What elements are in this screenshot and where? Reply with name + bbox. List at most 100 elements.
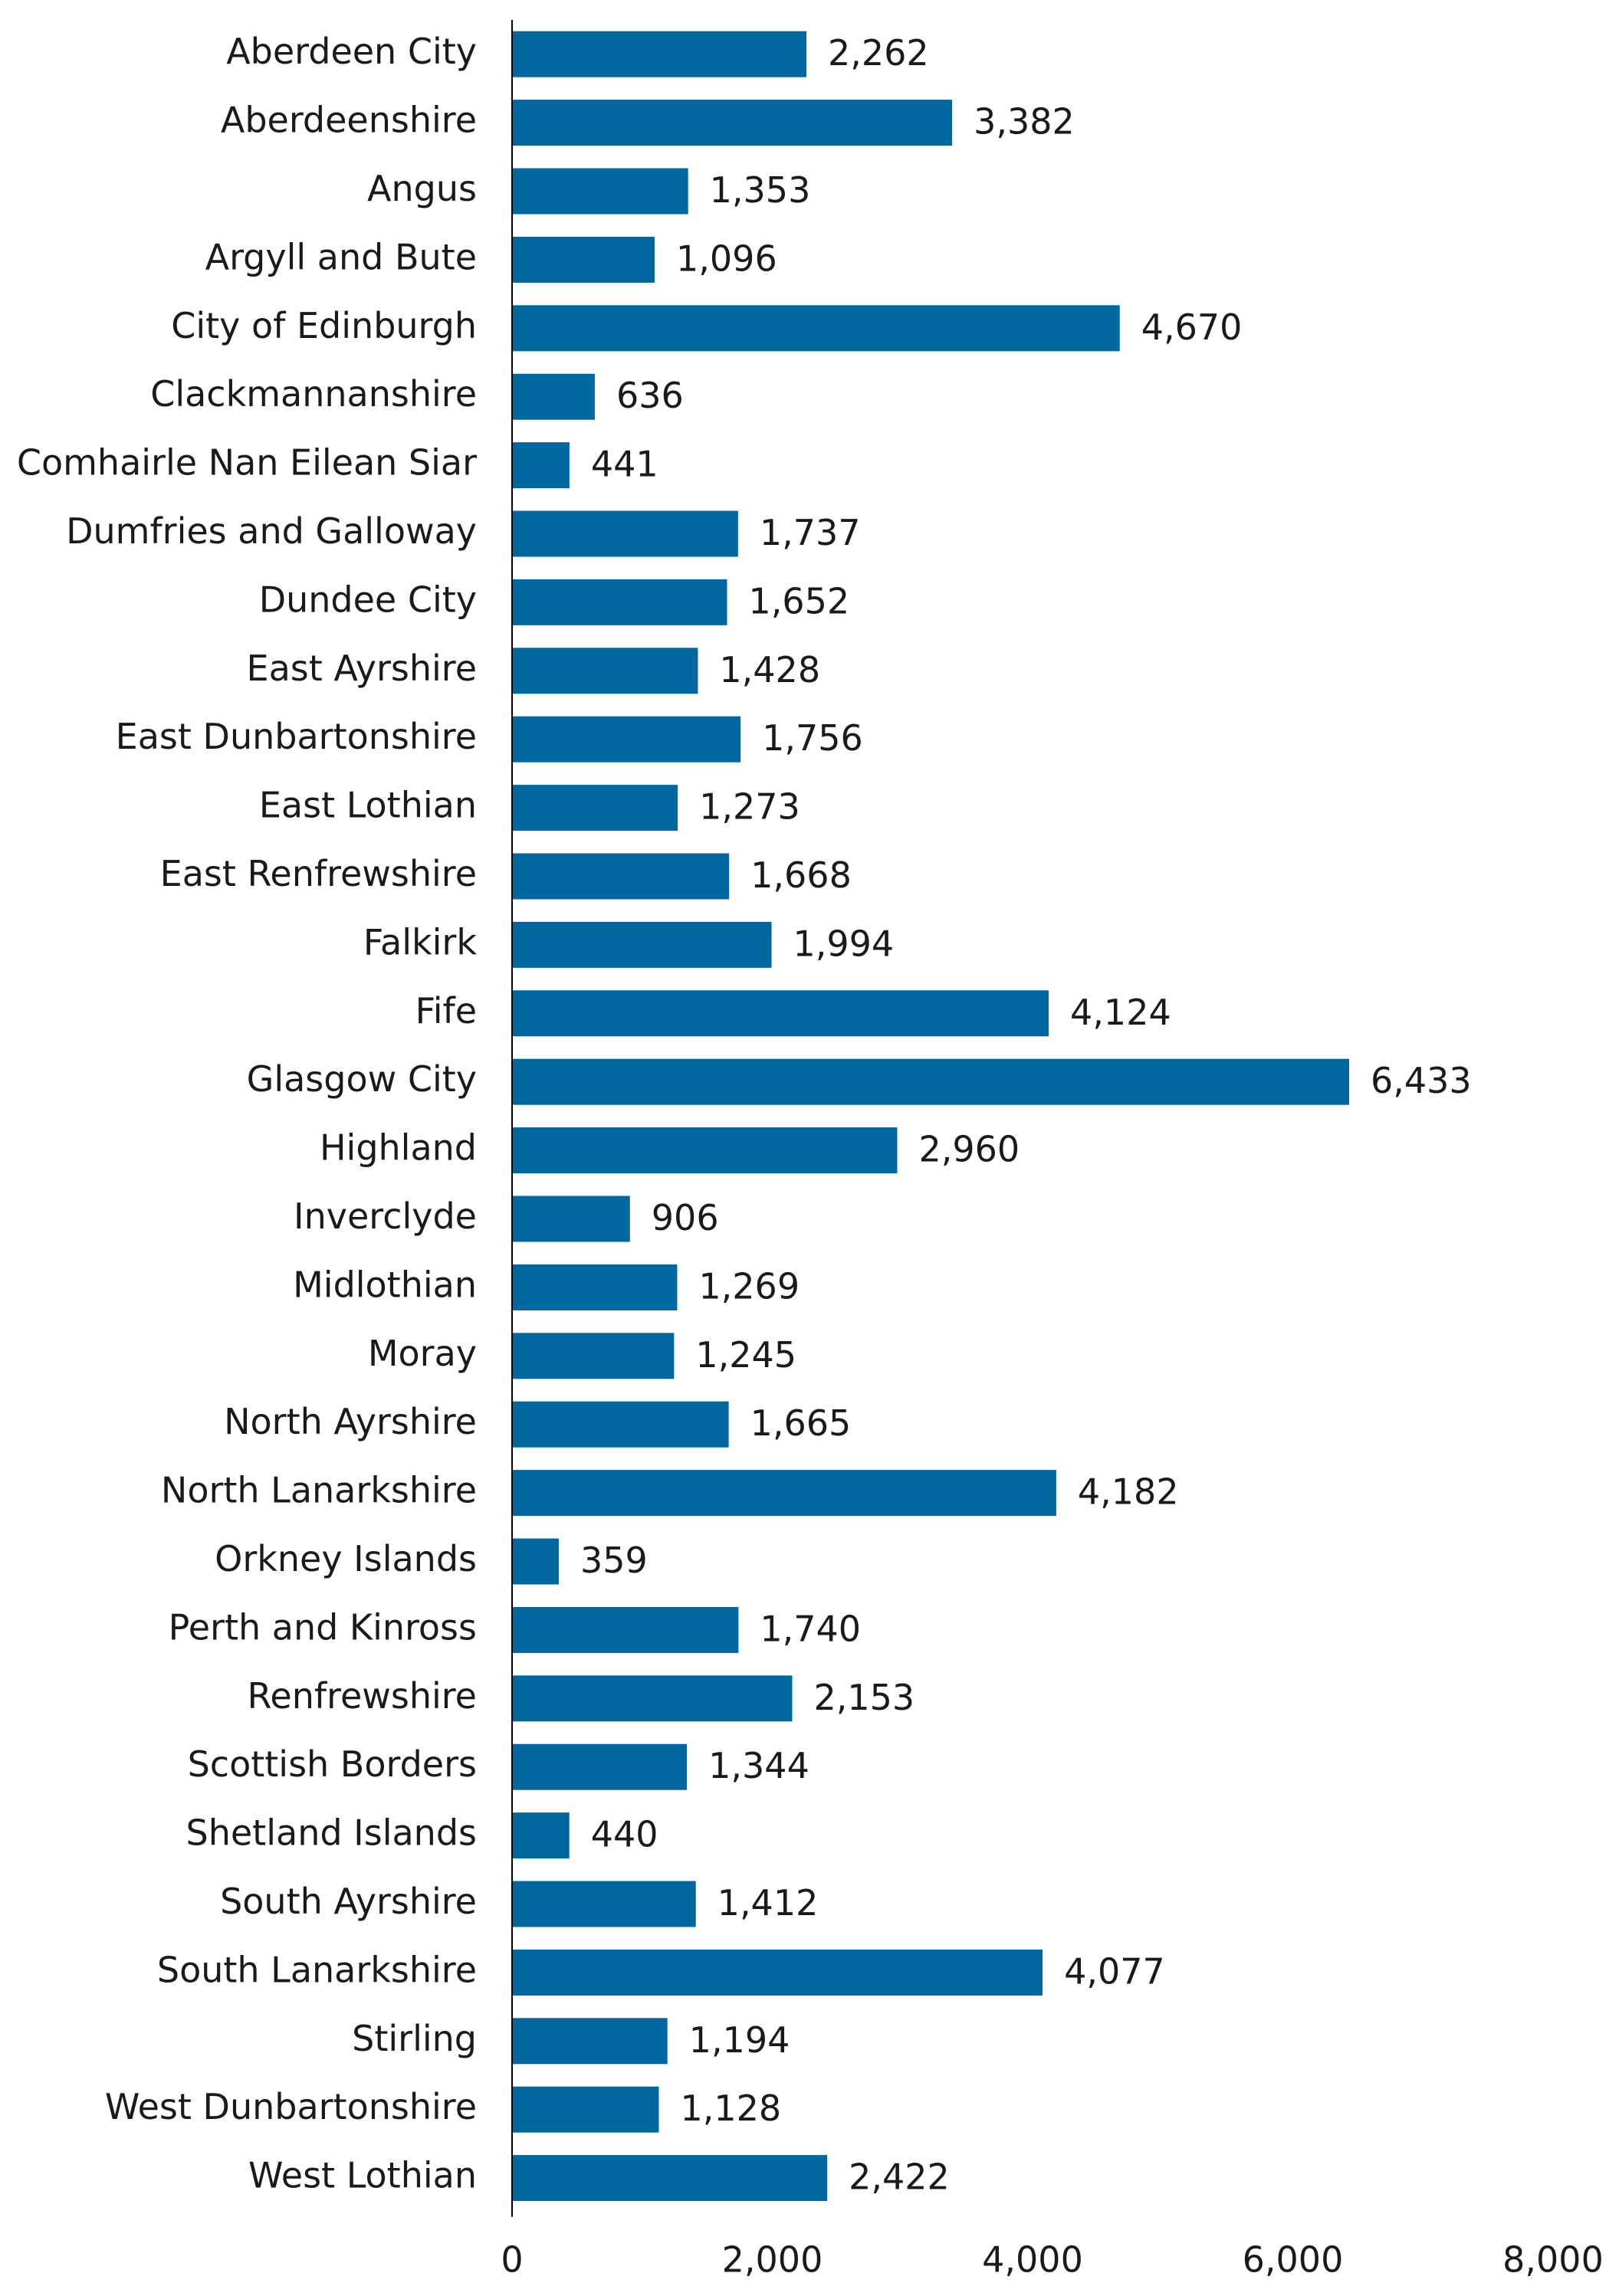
bar <box>512 373 595 420</box>
value-label: 4,182 <box>1078 1471 1179 1513</box>
bar <box>512 1470 1056 1517</box>
value-label: 906 <box>652 1197 719 1238</box>
bar <box>512 236 655 283</box>
value-label: 1,740 <box>760 1608 861 1649</box>
bar <box>512 1401 729 1448</box>
value-label: 1,668 <box>750 854 852 896</box>
bar <box>512 1949 1043 1996</box>
bar <box>512 1606 739 1653</box>
x-tick-label: 4,000 <box>982 2239 1083 2281</box>
y-tick-label: Renfrewshire <box>248 1675 477 1717</box>
bar <box>512 579 727 625</box>
y-tick-label: Clackmannanshire <box>150 373 477 415</box>
value-label: 1,273 <box>699 786 800 828</box>
y-tick-label: Fife <box>415 990 477 1032</box>
y-tick-label: North Lanarkshire <box>161 1470 477 1511</box>
value-label: 1,128 <box>680 2088 781 2129</box>
value-label: 1,194 <box>689 2019 790 2061</box>
value-label: 1,344 <box>708 1745 809 1786</box>
y-tick-label: North Ayrshire <box>224 1401 477 1442</box>
bar <box>512 510 738 557</box>
bar <box>512 648 698 694</box>
bar <box>512 1196 630 1242</box>
x-tick-label: 0 <box>501 2239 523 2281</box>
y-tick-label: Midlothian <box>293 1264 477 1305</box>
y-tick-label: East Renfrewshire <box>160 853 477 894</box>
bar <box>512 1538 559 1585</box>
value-label: 1,353 <box>710 169 811 211</box>
value-label: 1,245 <box>695 1334 796 1376</box>
y-tick-label: East Dunbartonshire <box>116 716 477 757</box>
value-label: 2,153 <box>813 1677 915 1718</box>
y-tick-label: Aberdeen City <box>226 31 477 72</box>
y-tick-label: Comhairle Nan Eilean Siar <box>17 442 477 484</box>
value-label: 636 <box>616 375 684 416</box>
y-tick-label: East Ayrshire <box>247 648 477 689</box>
y-tick-label: Scottish Borders <box>188 1743 477 1785</box>
bar <box>512 100 953 146</box>
value-label: 441 <box>591 444 658 485</box>
value-label: 4,124 <box>1070 992 1171 1033</box>
y-tick-label: Shetland Islands <box>186 1812 477 1854</box>
bar <box>512 1333 675 1379</box>
bar <box>512 2155 828 2202</box>
bar <box>512 2018 668 2065</box>
y-tick-label: East Lothian <box>259 785 477 826</box>
value-label: 2,262 <box>828 32 929 74</box>
bar <box>512 1127 898 1174</box>
value-label: 1,269 <box>698 1265 800 1307</box>
bar <box>512 2086 659 2133</box>
value-label: 2,960 <box>918 1129 1020 1170</box>
y-tick-label: Orkney Islands <box>215 1538 477 1579</box>
y-tick-label: Angus <box>367 168 477 209</box>
y-tick-label: Dundee City <box>259 579 477 620</box>
value-label: 1,737 <box>760 512 861 553</box>
bar <box>512 1058 1350 1105</box>
value-label: 1,994 <box>793 923 894 964</box>
x-tick-label: 6,000 <box>1243 2239 1344 2281</box>
value-label: 1,665 <box>750 1402 852 1444</box>
value-label: 1,096 <box>676 238 777 279</box>
x-tick-label: 8,000 <box>1502 2239 1604 2281</box>
bar <box>512 1743 688 1790</box>
y-tick-label: Inverclyde <box>294 1196 477 1237</box>
value-label: 440 <box>591 1814 658 1855</box>
value-label: 359 <box>580 1540 648 1581</box>
x-tick-label: 2,000 <box>722 2239 823 2281</box>
value-label: 6,433 <box>1371 1060 1472 1101</box>
value-label: 1,756 <box>762 717 863 759</box>
y-tick-label: Moray <box>368 1333 477 1374</box>
bar <box>512 1812 570 1859</box>
y-tick-label: Stirling <box>352 2018 477 2059</box>
bar <box>512 716 741 763</box>
y-tick-label: Argyll and Bute <box>205 236 477 277</box>
value-label: 1,428 <box>719 649 820 690</box>
y-tick-label: South Lanarkshire <box>157 1949 477 1990</box>
value-label: 1,412 <box>717 1882 819 1924</box>
y-tick-label: West Dunbartonshire <box>105 2086 477 2127</box>
y-tick-label: Dumfries and Galloway <box>66 510 477 552</box>
bar <box>512 31 806 77</box>
bar <box>512 1264 678 1310</box>
bar <box>512 853 730 900</box>
value-label: 2,422 <box>849 2157 950 2198</box>
value-label: 3,382 <box>974 101 1075 143</box>
y-tick-label: Aberdeenshire <box>221 100 477 141</box>
bar <box>512 168 688 215</box>
bar <box>512 921 772 968</box>
bar <box>512 1881 696 1927</box>
bar <box>512 785 678 831</box>
y-tick-label: West Lothian <box>248 2155 477 2196</box>
value-label: 4,077 <box>1064 1950 1165 1992</box>
y-tick-label: South Ayrshire <box>220 1881 477 1922</box>
bar <box>512 305 1120 352</box>
y-tick-label: Falkirk <box>363 921 478 963</box>
bar <box>512 442 570 489</box>
y-tick-label: Highland <box>320 1127 477 1169</box>
value-label: 4,670 <box>1141 307 1243 348</box>
value-label: 1,652 <box>748 580 849 622</box>
y-tick-label: City of Edinburgh <box>171 305 477 346</box>
bar <box>512 1675 793 1722</box>
